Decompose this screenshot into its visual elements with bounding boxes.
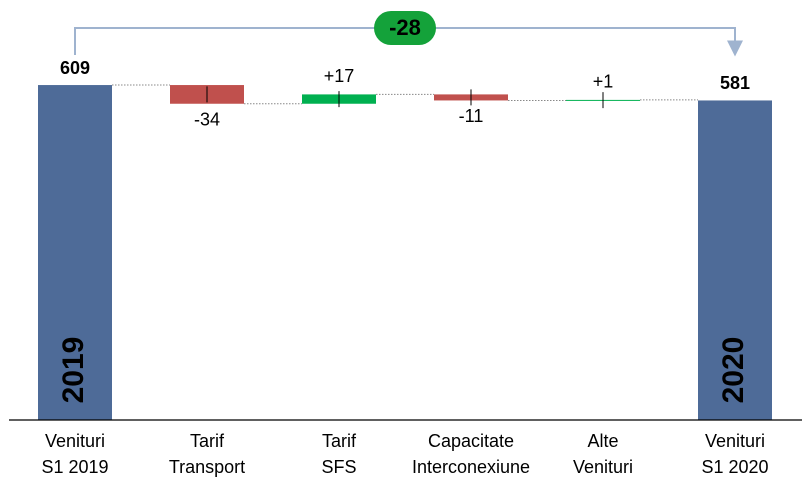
x-tick-label: Tarif (322, 431, 357, 451)
x-tick-label: Venituri (45, 431, 105, 451)
x-tick-label: Transport (169, 457, 245, 477)
x-tick-label: Venituri (573, 457, 633, 477)
x-tick-label: Interconexiune (412, 457, 530, 477)
x-tick-label: Capacitate (428, 431, 514, 451)
value-label: +1 (593, 72, 614, 92)
arrow-head (727, 40, 743, 57)
change-badge (374, 11, 436, 45)
value-label: +17 (324, 66, 355, 86)
value-label: -34 (194, 110, 220, 130)
bar-text: 2020 (717, 337, 750, 404)
x-tick-label: Alte (587, 431, 618, 451)
x-tick-label: S1 2019 (41, 457, 108, 477)
x-tick-label: S1 2020 (701, 457, 768, 477)
change-label: -28 (389, 15, 421, 40)
value-label: 609 (60, 58, 90, 78)
bar (38, 85, 112, 421)
x-tick-label: SFS (321, 457, 356, 477)
value-label: -11 (459, 106, 484, 126)
bar-text: 2019 (57, 337, 90, 404)
value-label: 581 (720, 73, 750, 93)
x-tick-label: Tarif (190, 431, 225, 451)
bar (698, 100, 772, 420)
x-tick-label: Venituri (705, 431, 765, 451)
